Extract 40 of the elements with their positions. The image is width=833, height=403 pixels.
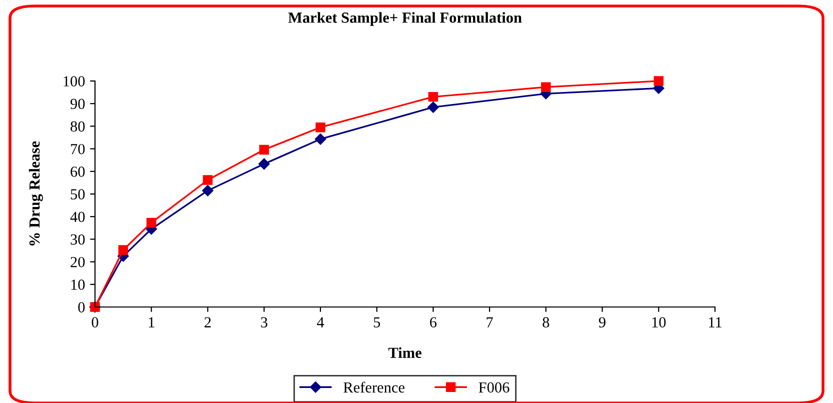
point (146, 218, 156, 228)
y-tick-label: 0 (78, 302, 85, 312)
x-tick-label: 3 (261, 317, 268, 328)
x-tick-label: 5 (374, 317, 380, 328)
point (541, 82, 551, 92)
x-tick-label: 1 (148, 317, 154, 328)
point (118, 245, 128, 255)
point (259, 144, 269, 155)
point (202, 175, 213, 185)
x-tick-label: 0 (92, 317, 98, 328)
x-tick-label: 7 (486, 317, 493, 328)
point (316, 122, 326, 132)
y-tick-label: 10 (71, 280, 85, 290)
y-tick-label: 80 (70, 121, 85, 132)
y-tick-label: 90 (70, 98, 85, 110)
point (314, 133, 326, 145)
point (202, 185, 214, 196)
y-tick-label: 20 (70, 256, 85, 268)
x-tick-label: 4 (316, 317, 324, 328)
point (428, 102, 439, 113)
point (654, 76, 664, 86)
point (428, 92, 438, 102)
x-tick-label: 9 (598, 317, 606, 328)
x-tick-label: 10 (652, 317, 666, 328)
y-tick-label: 60 (70, 166, 85, 177)
x-tick-label: 6 (430, 317, 437, 328)
legend-label: F006 (478, 382, 510, 393)
y-tick-label: 50 (70, 189, 85, 200)
legend-label: Reference (344, 382, 404, 393)
y-tick-label: 100 (64, 76, 85, 86)
y-axis-title: % Drug Release (28, 141, 43, 246)
y-tick-label: 30 (70, 234, 85, 245)
point (258, 158, 270, 170)
x-tick-label: 8 (542, 317, 550, 328)
y-tick-label: 70 (71, 144, 85, 154)
x-tick-label: 2 (204, 317, 211, 328)
x-axis-title: Time (388, 347, 422, 358)
x-tick-label: 11 (708, 317, 722, 328)
y-tick-label: 40 (70, 212, 85, 222)
chart-title: Market Sample+ Final Formulation (288, 12, 522, 26)
